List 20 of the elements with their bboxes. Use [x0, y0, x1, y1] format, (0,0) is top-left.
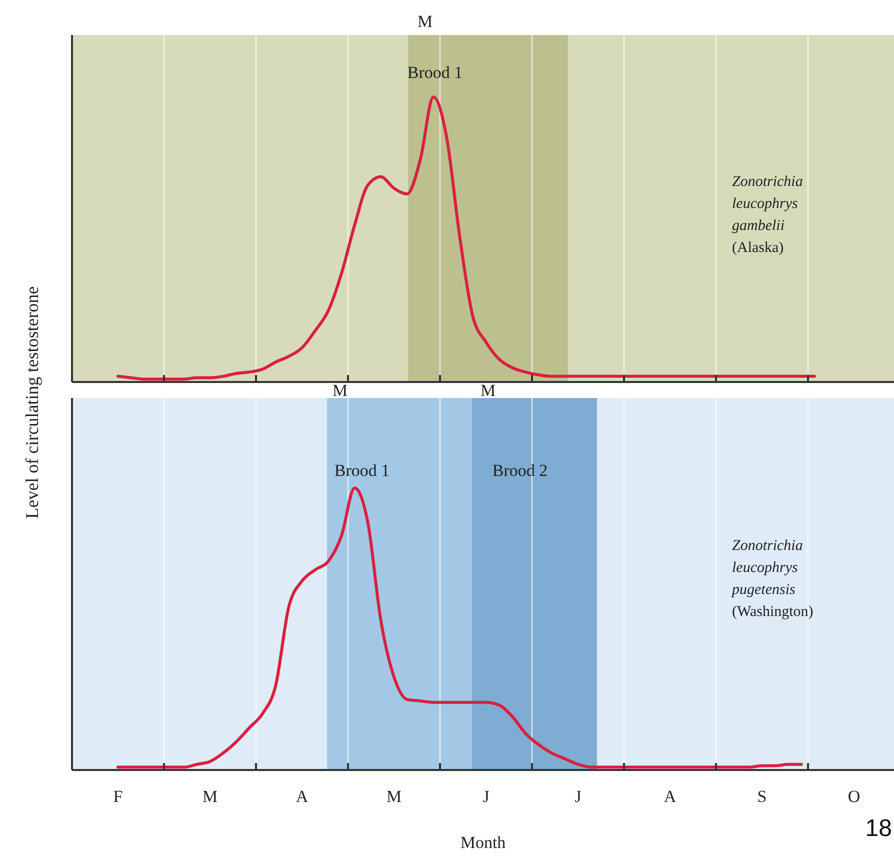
text: Brood 1 [407, 63, 463, 82]
x-tick-label: A [296, 787, 309, 806]
x-tick-label: S [757, 787, 767, 806]
annotation: Zonotrichia leucophrys gambelii (Alaska) [732, 174, 803, 256]
x-tick-label: O [848, 787, 860, 806]
annotation: M [332, 381, 348, 400]
x-tick-label: F [113, 787, 123, 806]
x-tick-label: M [202, 787, 218, 806]
text: 18 [865, 815, 892, 842]
x-tick-label: J [574, 787, 582, 806]
text: Brood 1 [334, 461, 390, 480]
x-tick-label: J [482, 787, 490, 806]
x-tick-label: A [664, 787, 677, 806]
x-axis-title: Month [460, 833, 506, 852]
x-tick-label: M [386, 787, 402, 806]
annotation: Zonotrichia leucophrys pugetensis (Washington) [731, 538, 814, 620]
text: Brood 2 [492, 461, 548, 480]
y-axis-title: Level of circulating testosterone [22, 286, 42, 519]
text: M [417, 12, 433, 31]
annotation: M [480, 381, 496, 400]
